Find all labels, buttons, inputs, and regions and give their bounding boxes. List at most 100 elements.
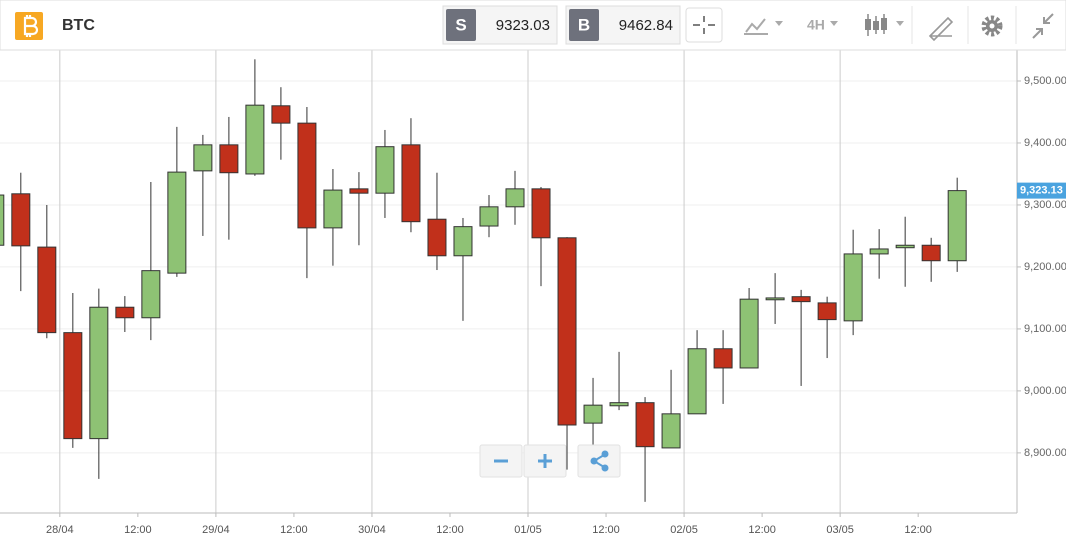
caret (830, 21, 838, 26)
candle-body (89, 306, 109, 440)
candle-body (245, 104, 265, 175)
y-tick-label: 9,000.00 (1024, 385, 1066, 397)
caret (775, 21, 783, 26)
y-tick-label: 9,200.00 (1024, 261, 1066, 273)
candle-body (323, 189, 343, 229)
candle-body (583, 404, 603, 424)
buy-tag (569, 9, 599, 41)
sell-label: S (455, 15, 466, 34)
y-tick-label: 9,300.00 (1024, 199, 1066, 211)
candle-body (739, 298, 759, 369)
caret (896, 21, 904, 26)
candle-body (375, 146, 395, 194)
x-tick-label: 12:00 (748, 524, 776, 536)
candle-body (921, 244, 941, 262)
candle-body (63, 332, 83, 440)
gear-teeth (981, 15, 1003, 37)
candle-body (0, 194, 5, 246)
candle-icon (881, 18, 887, 30)
btc-glyph (23, 15, 39, 37)
candle-body (453, 226, 473, 257)
draw-button[interactable] (928, 16, 954, 42)
candle-body (661, 413, 681, 449)
last-price-label: 9,323.13 (1020, 185, 1063, 197)
zoom-in-button[interactable] (523, 444, 567, 478)
toolbar: BTC S 9323.03 B 9462.84 4H (0, 0, 1066, 51)
line-icon (744, 18, 768, 35)
candle-body (609, 402, 629, 407)
candle-icon (865, 19, 871, 30)
candle-body (531, 188, 551, 239)
plus-icon (538, 454, 552, 468)
sell-button[interactable]: S 9323.03 (442, 5, 558, 45)
chart-type-button[interactable] (744, 18, 783, 35)
gear-hole (989, 23, 995, 29)
settings-button[interactable] (981, 15, 1003, 37)
share-box (577, 444, 621, 478)
share-dot (601, 450, 609, 458)
last-price-tag (1017, 182, 1066, 199)
candle-body (11, 193, 31, 247)
candle-body (349, 188, 369, 194)
y-tick-label: 9,100.00 (1024, 323, 1066, 335)
share-button[interactable] (577, 444, 621, 478)
candle-body (401, 144, 421, 223)
crosshair-box (685, 7, 723, 43)
candle-body (713, 348, 733, 369)
crosshair-button[interactable] (685, 7, 723, 43)
x-tick-label: 12:00 (592, 524, 620, 536)
share-dot (601, 464, 609, 472)
candle-body (219, 144, 239, 174)
candle-body (193, 144, 213, 172)
candle-body (791, 296, 811, 303)
candle-body (765, 297, 785, 301)
x-tick-label: 12:00 (280, 524, 308, 536)
candle-body (635, 402, 655, 448)
candle-body (479, 206, 499, 227)
x-tick-label: 12:00 (436, 524, 464, 536)
candle-body (141, 270, 161, 319)
candle-body (843, 253, 863, 322)
x-tick-label: 30/04 (358, 524, 386, 536)
crosshair-icon (693, 16, 715, 34)
candle-body (427, 218, 447, 257)
y-tick-label: 8,900.00 (1024, 447, 1066, 459)
x-tick-label: 28/04 (46, 524, 74, 536)
buy-button[interactable]: B 9462.84 (565, 5, 681, 45)
sell-tag (446, 9, 476, 41)
sell-price: 9323.03 (496, 17, 550, 34)
candle-body (687, 348, 707, 415)
zoom-out-button[interactable] (479, 444, 523, 478)
candle-body (505, 188, 525, 208)
symbol: BTC (62, 17, 95, 34)
candle-icon (873, 21, 879, 30)
candle-body (115, 306, 135, 319)
x-tick-label: 03/05 (826, 524, 854, 536)
candle-body (947, 190, 967, 262)
collapse-button[interactable] (1032, 13, 1054, 39)
candle-body (895, 244, 915, 249)
x-tick-label: 29/04 (202, 524, 230, 536)
candle-body (869, 248, 889, 255)
x-tick-label: 01/05 (514, 524, 542, 536)
x-tick-label: 02/05 (670, 524, 698, 536)
candle-body (271, 105, 291, 124)
interval-button[interactable]: 4H (807, 17, 838, 33)
x-tick-label: 12:00 (904, 524, 932, 536)
y-tick-label: 9,400.00 (1024, 137, 1066, 149)
interval: 4H (807, 17, 825, 33)
candle-body (37, 246, 57, 334)
candle-body (557, 237, 577, 426)
candle-body (167, 171, 187, 274)
y-tick-label: 9,500.00 (1024, 75, 1066, 87)
candles-button[interactable] (865, 14, 904, 36)
share-dot (590, 457, 598, 465)
axes: 8,900.00 9,000.00 9,100.00 9,200.00 9,300.00… (0, 50, 1066, 536)
candle-body (817, 302, 837, 321)
plot-area (0, 50, 1017, 513)
buy-price: 9462.84 (619, 17, 673, 34)
candle-body (297, 122, 317, 229)
x-tick-label: 12:00 (124, 524, 152, 536)
buy-label: B (578, 15, 590, 34)
